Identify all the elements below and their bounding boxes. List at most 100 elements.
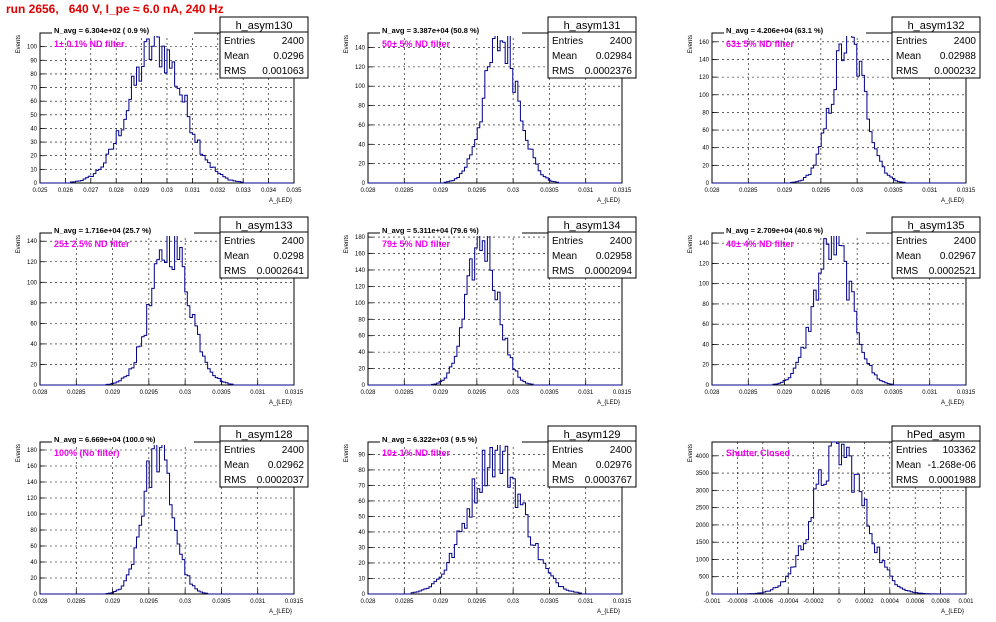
panel-hPed_asym: -0.001 -0.0008 -0.0006 -0.0004 -0.0002 0 0.000… [688,425,981,615]
y-tick-label: 3500 [696,471,710,477]
y-axis-title: Events [344,235,350,253]
x-tick-label: 0.0315 [285,599,304,605]
histogram-series [712,232,966,386]
x-tick-label: 0.0315 [613,599,632,605]
stat-value: 0.0298 [273,251,304,262]
y-tick-label: 100 [355,301,366,307]
x-tick-label: 0.0315 [613,188,632,194]
navg-box [380,25,522,36]
panel-h_asym135: 0.028 0.0285 0.029 0.0295 0.03 0.0305 0.031 0.0… [688,216,981,406]
x-axis-title: A_{LED} [269,609,292,615]
x-tick-label: 0.0295 [140,599,159,605]
stat-label: RMS [896,475,919,486]
x-tick-label: 0.031 [250,599,266,605]
navg-box [52,225,194,236]
y-tick-label: 60 [358,499,365,505]
x-tick-label: 0.0004 [881,599,900,605]
x-tick-label: 0.029 [777,390,793,396]
y-tick-label: 1500 [696,540,710,546]
stat-value: 2400 [282,36,305,47]
y-tick-label: 70 [358,483,365,489]
x-tick-label: 0.0285 [395,599,414,605]
y-tick-label: 40 [358,142,365,148]
y-tick-label: 0 [706,181,710,187]
stat-value: 0.0002376 [585,66,633,77]
x-tick-label: 0.0285 [739,390,758,396]
histogram-name: h_asym128 [236,429,293,441]
y-tick-label: 20 [702,363,709,369]
x-tick-label: 0 [837,599,841,605]
x-tick-label: 0.03 [507,599,519,605]
x-tick-label: 0.029 [433,390,449,396]
x-tick-label: 0.0315 [957,390,976,396]
y-axis-title: Events [344,444,350,462]
y-tick-label: 20 [358,367,365,373]
x-tick-label: 0.026 [58,188,74,194]
x-tick-label: 0.0295 [468,599,487,605]
histogram-name: h_asym132 [908,20,965,32]
y-tick-label: 140 [27,239,38,245]
x-tick-label: 0.028 [360,188,376,194]
y-tick-label: 2500 [696,506,710,512]
navg-label: N_avg = 4.206e+04 (63.1 %) [726,26,824,35]
histogram-series [368,32,622,184]
x-tick-label: 0.0305 [540,188,559,194]
stats-box [891,216,981,279]
x-tick-label: -0.001 [703,599,721,605]
x-tick-label: 0.0295 [812,390,831,396]
x-tick-label: 0.031 [578,599,594,605]
stat-label: Mean [896,251,921,262]
stat-label: Mean [224,460,249,471]
y-tick-label: 160 [699,40,710,46]
x-tick-label: 0.025 [32,188,48,194]
y-tick-label: 140 [355,268,366,274]
x-axis-title: A_{LED} [597,198,620,204]
y-tick-label: 140 [355,46,366,52]
stat-label: Entries [896,36,927,47]
y-tick-label: 40 [30,342,37,348]
y-tick-label: 30 [30,140,37,146]
filter-label: 100% (No filter) [54,448,120,458]
y-tick-label: 80 [30,72,37,78]
y-tick-label: 50 [30,113,37,119]
filter-label: 10± 1% ND filter [382,448,450,458]
y-tick-label: 0 [34,181,38,187]
stats-box [547,16,637,79]
y-tick-label: 100 [27,512,38,518]
histogram-name: h_asym129 [564,429,621,441]
y-tick-label: 180 [27,448,38,454]
stats-box [219,425,309,488]
x-tick-label: 0.0285 [395,390,414,396]
y-tick-label: 100 [355,84,366,90]
y-tick-label: 180 [355,235,366,241]
stat-label: RMS [552,475,575,486]
stat-label: Entries [224,445,255,456]
x-tick-label: 0.0295 [140,390,159,396]
y-tick-label: 80 [358,468,365,474]
y-tick-label: 160 [355,252,366,258]
y-tick-label: 120 [27,496,38,502]
stat-label: Mean [896,460,921,471]
y-tick-label: 40 [30,126,37,132]
stat-value: 2400 [954,236,977,247]
x-tick-label: 0.0285 [395,188,414,194]
navg-box [52,434,194,445]
x-tick-label: 0.028 [32,599,48,605]
y-tick-label: 0 [34,383,38,389]
histogram-series [368,441,622,595]
filter-label: 1± 0.1% ND filter [54,39,125,49]
y-tick-label: 0 [34,592,38,598]
y-tick-label: 120 [355,65,366,71]
page-title: run 2656, 640 V, I_pe ≈ 6.0 nA, 240 Hz [6,2,224,16]
stat-label: RMS [896,66,919,77]
x-axis-title: A_{LED} [269,198,292,204]
x-tick-label: 0.029 [433,599,449,605]
stats-box [547,216,637,279]
y-tick-label: 50 [358,514,365,520]
y-tick-label: 0 [362,383,366,389]
navg-box [724,25,866,36]
navg-label: N_avg = 6.304e+02 ( 0.9 %) [54,26,150,35]
y-tick-label: 40 [358,530,365,536]
y-tick-label: 40 [358,350,365,356]
x-tick-label: 0.035 [286,188,302,194]
